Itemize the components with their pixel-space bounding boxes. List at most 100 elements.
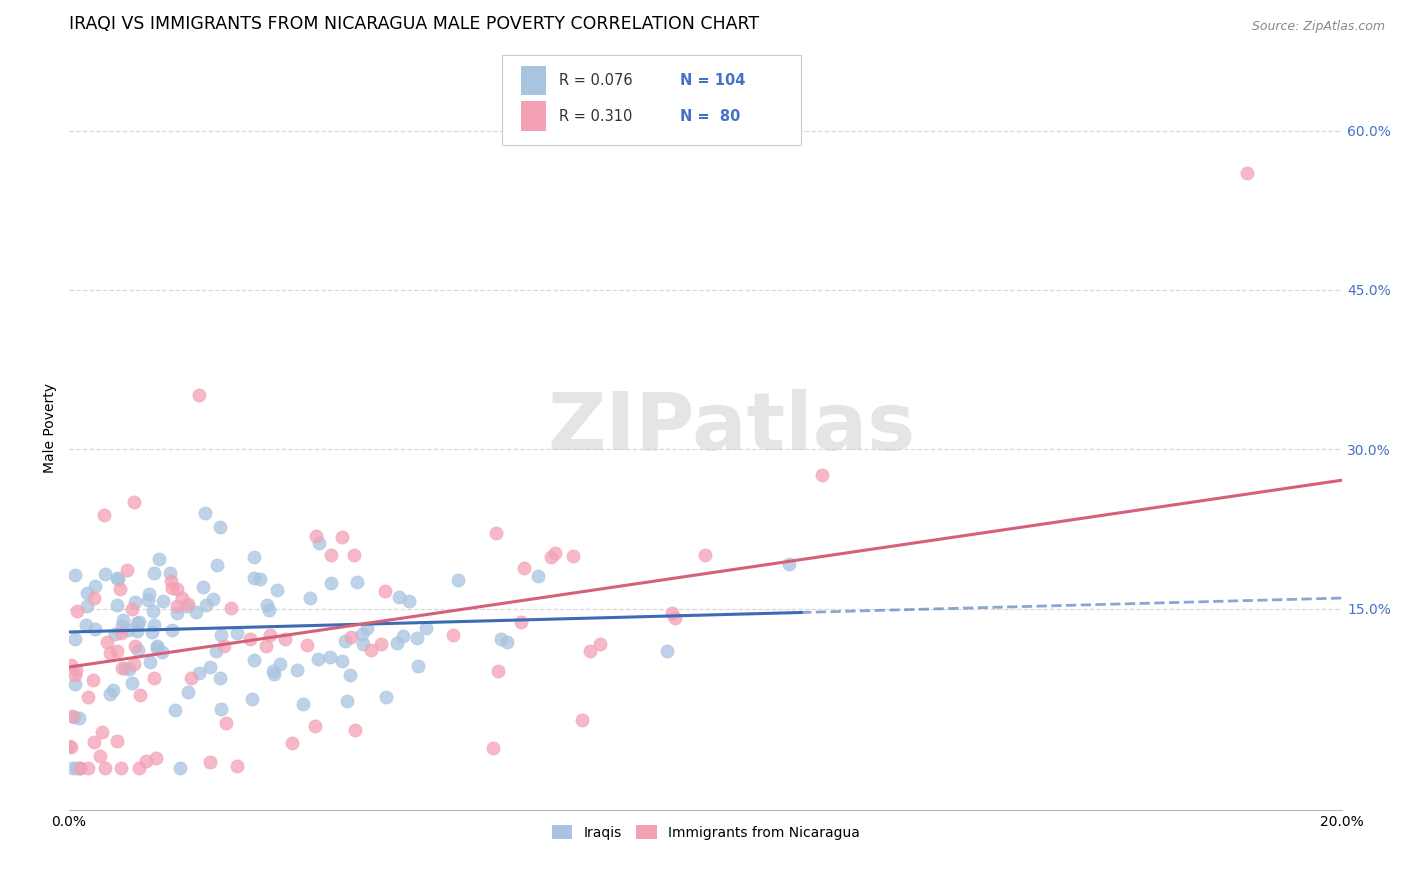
Point	[266, 583, 288, 598]
Point	[441, 628, 464, 642]
Point	[122, 495, 145, 509]
Point	[118, 662, 141, 676]
FancyBboxPatch shape	[522, 66, 547, 95]
Point	[105, 643, 128, 657]
Point	[96, 634, 118, 648]
Point	[180, 671, 202, 685]
Point	[346, 575, 368, 590]
Point	[100, 686, 122, 700]
Point	[319, 650, 342, 665]
Point	[141, 625, 163, 640]
Point	[589, 636, 612, 650]
Point	[148, 551, 170, 566]
Text: Source: ZipAtlas.com: Source: ZipAtlas.com	[1251, 20, 1385, 33]
Point	[193, 580, 215, 594]
Point	[125, 624, 148, 638]
Point	[664, 610, 686, 624]
Point	[307, 652, 329, 666]
Point	[256, 599, 278, 613]
Point	[75, 618, 97, 632]
Point	[135, 754, 157, 768]
Point	[150, 645, 173, 659]
Point	[375, 690, 398, 704]
Point	[187, 665, 209, 680]
Point	[139, 656, 162, 670]
Point	[562, 549, 585, 563]
Point	[162, 581, 184, 595]
Point	[128, 615, 150, 629]
Point	[336, 693, 359, 707]
Point	[176, 684, 198, 698]
Point	[571, 713, 593, 727]
Text: IRAQI VS IMMIGRANTS FROM NICARAGUA MALE POVERTY CORRELATION CHART: IRAQI VS IMMIGRANTS FROM NICARAGUA MALE …	[69, 15, 759, 33]
Point	[259, 627, 281, 641]
Point	[209, 671, 232, 685]
Point	[84, 622, 107, 636]
Point	[84, 579, 107, 593]
Point	[108, 582, 131, 596]
Point	[63, 632, 86, 646]
Point	[242, 692, 264, 706]
Point	[105, 598, 128, 612]
Point	[330, 530, 353, 544]
Point	[60, 658, 83, 673]
Point	[249, 572, 271, 586]
Point	[655, 644, 678, 658]
Point	[257, 603, 280, 617]
Point	[398, 593, 420, 607]
Point	[65, 761, 87, 775]
Point	[145, 751, 167, 765]
Point	[110, 761, 132, 775]
Point	[127, 643, 149, 657]
Point	[269, 657, 291, 672]
Point	[63, 567, 86, 582]
Point	[143, 566, 166, 580]
Point	[124, 639, 146, 653]
Point	[63, 668, 86, 682]
Point	[388, 591, 411, 605]
Legend: Iraqis, Immigrants from Nicaragua: Iraqis, Immigrants from Nicaragua	[546, 820, 865, 846]
Point	[90, 724, 112, 739]
Point	[121, 676, 143, 690]
Point	[340, 630, 363, 644]
Point	[76, 599, 98, 613]
Point	[415, 621, 437, 635]
Point	[810, 467, 832, 482]
Point	[540, 550, 562, 565]
Point	[778, 558, 800, 572]
Point	[202, 592, 225, 607]
Point	[356, 621, 378, 635]
Point	[226, 759, 249, 773]
Point	[124, 595, 146, 609]
Point	[308, 536, 330, 550]
Point	[63, 677, 86, 691]
Point	[304, 719, 326, 733]
Point	[169, 761, 191, 775]
Point	[67, 711, 90, 725]
Point	[263, 666, 285, 681]
Point	[344, 723, 367, 738]
Point	[219, 601, 242, 615]
Point	[63, 710, 86, 724]
Point	[170, 591, 193, 606]
Point	[262, 664, 284, 678]
Point	[177, 598, 200, 612]
Point	[239, 632, 262, 647]
Point	[89, 748, 111, 763]
Point	[107, 572, 129, 586]
Point	[243, 571, 266, 585]
Point	[98, 646, 121, 660]
Point	[166, 607, 188, 621]
Point	[243, 653, 266, 667]
Point	[58, 739, 80, 754]
Point	[295, 639, 318, 653]
Point	[111, 661, 134, 675]
FancyBboxPatch shape	[522, 102, 547, 130]
Point	[69, 761, 91, 775]
Point	[200, 755, 222, 769]
Point	[205, 644, 228, 658]
Point	[333, 634, 356, 648]
Point	[305, 529, 328, 543]
Point	[125, 615, 148, 630]
Point	[392, 629, 415, 643]
